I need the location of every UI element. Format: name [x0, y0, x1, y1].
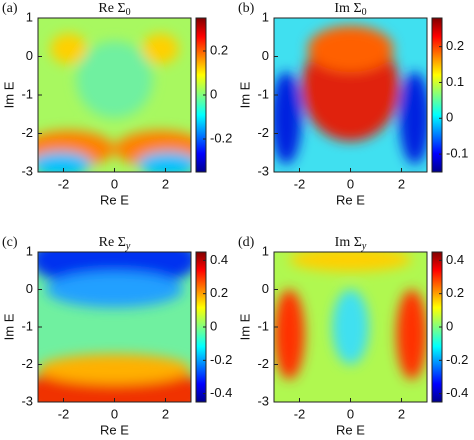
- x-tick-label: -2: [294, 406, 306, 421]
- x-tick-label: 2: [162, 406, 169, 421]
- panel-title: Im Σ0: [334, 1, 366, 18]
- panel-label: (b): [238, 1, 255, 16]
- heatmap-region: [396, 289, 427, 380]
- title-subscript: y: [361, 241, 367, 252]
- heatmap-region: [45, 271, 184, 308]
- heatmap-region: [38, 354, 191, 384]
- x-tick-label: 0: [111, 176, 118, 191]
- y-tick-label: -1: [21, 318, 33, 333]
- heatmap-field: [274, 18, 427, 172]
- title-subscript: y: [125, 241, 131, 252]
- heatmap-region: [142, 33, 179, 65]
- x-tick-label: 0: [111, 406, 118, 421]
- y-tick-label: 1: [26, 243, 33, 258]
- x-tick-label: 0: [347, 176, 354, 191]
- y-tick-label: 0: [26, 281, 33, 296]
- x-tick-label: -2: [58, 406, 70, 421]
- panel-label: (d): [238, 235, 255, 250]
- y-axis-label: Im E: [237, 313, 252, 340]
- heatmap-blobs: [38, 252, 191, 402]
- y-tick-label: 0: [26, 48, 33, 63]
- heatmap-field: [38, 18, 191, 172]
- colorbar-tick-label: 0: [446, 318, 453, 333]
- heatmap-region: [274, 289, 305, 380]
- colorbar-tick-label: 0.2: [210, 42, 228, 57]
- colorbar-tick-label: 0.4: [446, 252, 464, 267]
- x-tick-label: 2: [398, 406, 405, 421]
- panel-label: (a): [2, 1, 18, 16]
- x-axis-label: Re E: [336, 422, 365, 435]
- colorbar-tick-label: 0.1: [446, 74, 464, 89]
- y-tick-label: -1: [257, 318, 269, 333]
- colorbar-tick-label: 0: [210, 318, 217, 333]
- y-tick-label: 0: [262, 281, 269, 296]
- title-main: Re Σ: [99, 235, 126, 250]
- x-tick-label: -2: [294, 176, 306, 191]
- y-tick-label: -2: [21, 356, 33, 371]
- heatmap-blobs: [274, 25, 427, 165]
- colorbar-tick-label: 0.2: [446, 285, 464, 300]
- x-tick-label: 0: [347, 406, 354, 421]
- colorbar-tick-label: -0.4: [210, 385, 232, 400]
- x-tick-label: 2: [398, 176, 405, 191]
- heatmap-region: [50, 33, 87, 65]
- colorbar-tick-label: -0.1: [446, 146, 468, 161]
- y-tick-label: 0: [262, 48, 269, 63]
- x-tick-label: -2: [58, 176, 70, 191]
- x-axis-label: Re E: [336, 192, 365, 207]
- colorbar-tick-label: -0.2: [446, 352, 468, 367]
- y-tick-label: -1: [21, 86, 33, 101]
- colorbar-tick-label: -0.2: [210, 130, 232, 145]
- y-tick-label: -2: [257, 356, 269, 371]
- heatmap-field: [38, 252, 191, 402]
- y-tick-label: -3: [21, 393, 33, 408]
- y-tick-label: -3: [257, 163, 269, 178]
- heatmap-blobs: [38, 33, 191, 172]
- colorbar: [431, 17, 443, 173]
- title-subscript: 0: [362, 7, 367, 18]
- y-tick-label: -2: [21, 125, 33, 140]
- heatmap-region: [399, 71, 427, 165]
- y-tick-label: 1: [262, 243, 269, 258]
- heatmap-region: [274, 71, 302, 165]
- y-tick-label: -1: [257, 86, 269, 101]
- heatmap-region: [38, 151, 92, 172]
- title-main: Im Σ: [334, 1, 361, 16]
- heatmap-region: [76, 41, 153, 119]
- heatmap-region: [289, 252, 412, 272]
- panel-title: Im Σy: [335, 235, 367, 252]
- x-tick-label: 2: [162, 176, 169, 191]
- colorbar-tick-label: 0.2: [210, 285, 228, 300]
- heatmap-region: [332, 289, 369, 365]
- y-tick-label: -3: [21, 163, 33, 178]
- heatmap-region: [307, 25, 394, 72]
- panel-title: Re Σ0: [98, 1, 130, 18]
- heatmap-field: [274, 252, 427, 402]
- title-main: Re Σ: [98, 1, 125, 16]
- colorbar-tick-label: -0.4: [446, 385, 468, 400]
- heatmap-blobs: [274, 252, 427, 380]
- title-main: Im Σ: [335, 235, 362, 250]
- colorbar-tick-label: 0.4: [210, 252, 228, 267]
- y-tick-label: 1: [262, 9, 269, 24]
- y-tick-label: -3: [257, 393, 269, 408]
- y-axis-label: Im E: [1, 81, 16, 108]
- x-axis-label: Re E: [100, 422, 129, 435]
- heatmap-region: [137, 151, 191, 172]
- y-tick-label: -2: [257, 125, 269, 140]
- panel-title: Re Σy: [99, 235, 131, 252]
- colorbar-tick-label: 0: [210, 86, 217, 101]
- panel-label: (c): [2, 235, 18, 250]
- colorbar-tick-label: -0.2: [210, 352, 232, 367]
- title-subscript: 0: [126, 7, 131, 18]
- colorbar-tick-label: 0.2: [446, 38, 464, 53]
- y-axis-label: Im E: [1, 313, 16, 340]
- x-axis-label: Re E: [100, 192, 129, 207]
- y-axis-label: Im E: [237, 81, 252, 108]
- colorbar-tick-label: 0: [446, 110, 453, 125]
- y-tick-label: 1: [26, 9, 33, 24]
